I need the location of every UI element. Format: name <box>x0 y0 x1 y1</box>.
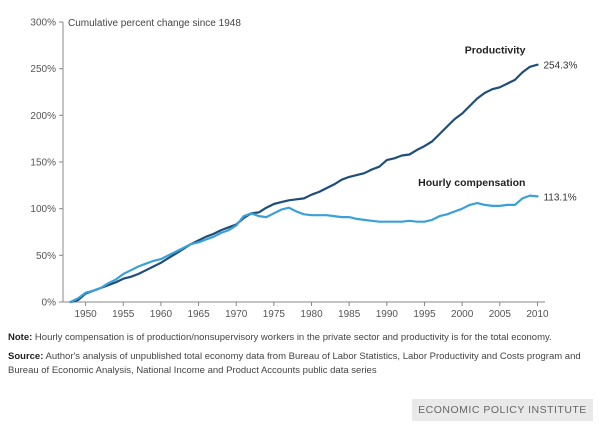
x-tick-label: 1965 <box>187 309 210 320</box>
chart-axes <box>59 21 545 306</box>
series-line-productivity <box>69 63 539 304</box>
x-tick-label: 1960 <box>150 309 173 320</box>
y-tick-label: 150% <box>30 158 56 169</box>
series-lines <box>69 63 539 304</box>
series-end-label: 113.1% <box>543 192 576 203</box>
x-tick-label: 1980 <box>300 309 323 320</box>
x-tick-label: 2010 <box>526 309 549 320</box>
source-paragraph: Source: Author's analysis of unpublished… <box>8 350 593 378</box>
line-chart: 0% 50% 100% 150% 200% 250% 300% 1950 1955 1960 196… <box>30 18 577 321</box>
x-tick-label: 1955 <box>112 309 135 320</box>
x-tick-label: 2005 <box>489 309 512 320</box>
y-tick-label: 50% <box>36 251 56 262</box>
source-label: Source: <box>8 351 44 362</box>
chart-annotation: Cumulative percent change since 1948 <box>68 18 241 29</box>
x-tick-label: 1990 <box>376 309 399 320</box>
x-tick-label: 1975 <box>263 309 286 320</box>
y-tick-label: 250% <box>30 64 56 75</box>
y-tick-label: 100% <box>30 204 56 215</box>
note-label: Note: <box>8 332 33 343</box>
x-tick-label: 1950 <box>74 309 97 320</box>
series-name-label: Productivity <box>465 45 526 57</box>
note-paragraph: Note: Hourly compensation is of producti… <box>8 331 593 345</box>
x-tick-label: 1970 <box>225 309 248 320</box>
x-tick-label: 1995 <box>413 309 436 320</box>
series-name-label: Hourly compensation <box>418 177 525 189</box>
tick-labels: 0% 50% 100% 150% 200% 250% 300% 1950 1955 1960 196… <box>30 18 549 321</box>
brand-badge: ECONOMIC POLICY INSTITUTE <box>412 399 593 421</box>
source-text: Author's analysis of unpublished total e… <box>8 351 581 376</box>
notes-block: Note: Hourly compensation is of producti… <box>8 331 593 383</box>
x-tick-label: 2000 <box>451 309 474 320</box>
y-tick-label: 0% <box>42 298 57 309</box>
note-text: Hourly compensation is of production/non… <box>34 332 552 343</box>
series-end-label: 254.3% <box>543 61 577 72</box>
y-tick-label: 200% <box>30 111 56 122</box>
x-tick-label: 1985 <box>338 309 361 320</box>
series-line-hourly-compensation <box>69 194 539 304</box>
y-tick-label: 300% <box>30 18 56 29</box>
series-labels: 254.3% Productivity 113.1% Hourly compensat… <box>418 45 577 204</box>
